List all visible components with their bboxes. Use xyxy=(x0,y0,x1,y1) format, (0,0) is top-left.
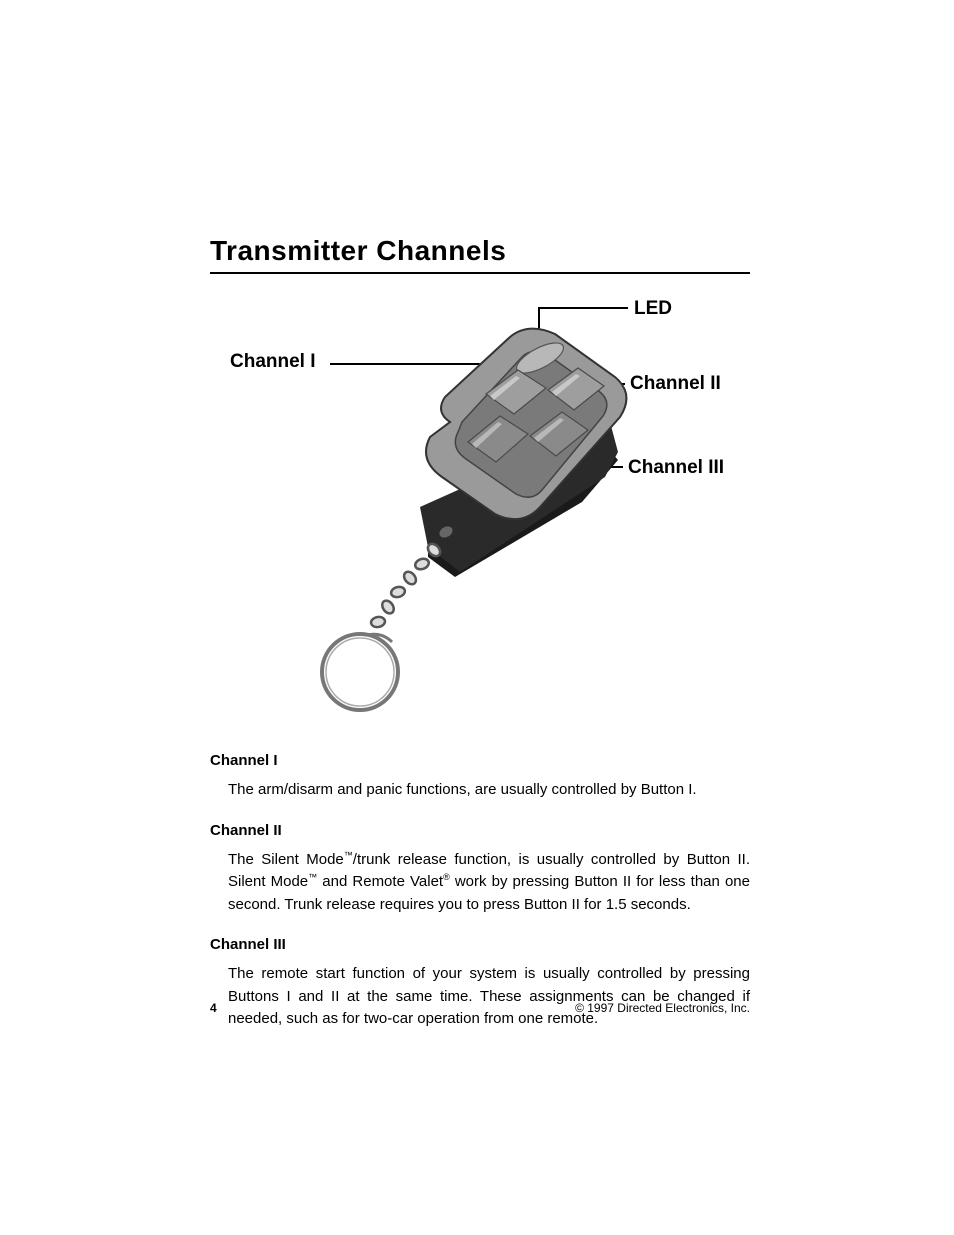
body-channel-1: The arm/disarm and panic functions, are … xyxy=(228,779,750,802)
body-channel-2: The Silent Mode™/trunk release function,… xyxy=(228,849,750,917)
keychain xyxy=(370,542,442,629)
heading-channel-1: Channel I xyxy=(210,752,750,769)
remote-body xyxy=(420,329,626,577)
body-channel-3: The remote start function of your system… xyxy=(228,963,750,1031)
transmitter-diagram: LED Channel I Channel II Channel III xyxy=(210,302,750,732)
page-footer: 4 © 1997 Directed Electronics, Inc. xyxy=(210,1001,750,1015)
label-channel-3: Channel III xyxy=(628,457,724,479)
section-channel-2: Channel II The Silent Mode™/trunk releas… xyxy=(210,822,750,917)
keyring xyxy=(322,634,398,710)
label-led: LED xyxy=(634,298,672,320)
page-number: 4 xyxy=(210,1001,217,1015)
section-channel-3: Channel III The remote start function of… xyxy=(210,936,750,1031)
heading-channel-3: Channel III xyxy=(210,936,750,953)
label-channel-1: Channel I xyxy=(230,351,316,373)
page-title: Transmitter Channels xyxy=(210,235,750,274)
copyright: © 1997 Directed Electronics, Inc. xyxy=(575,1001,750,1015)
heading-channel-2: Channel II xyxy=(210,822,750,839)
label-channel-2: Channel II xyxy=(630,373,721,395)
section-channel-1: Channel I The arm/disarm and panic funct… xyxy=(210,752,750,802)
